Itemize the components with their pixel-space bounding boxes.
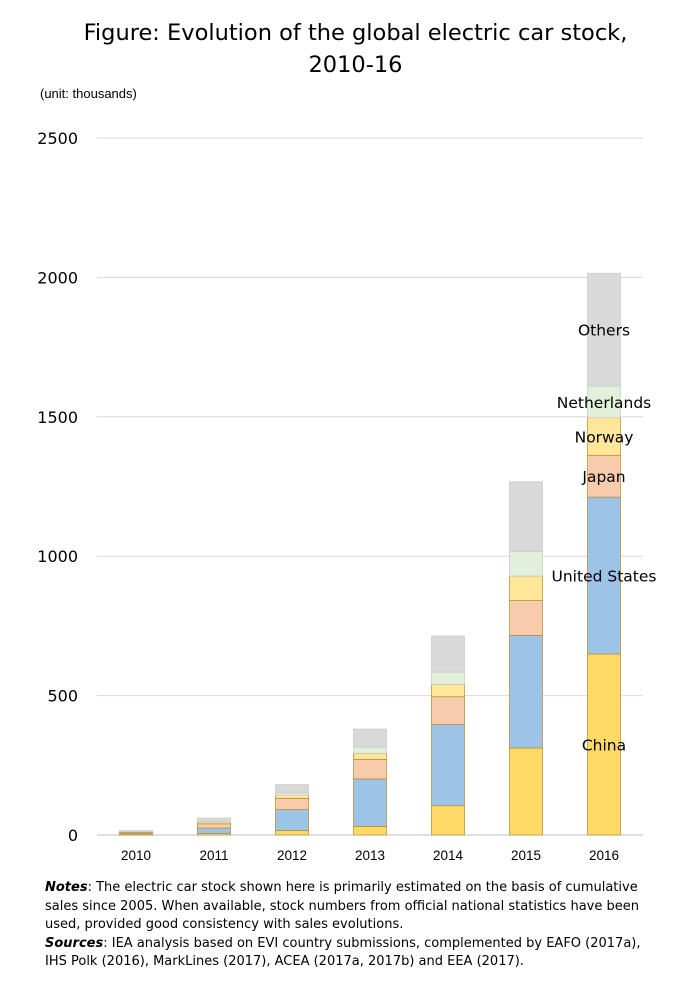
- notes-block: Notes: The electric car stock shown here…: [45, 879, 665, 972]
- bar-segment-others: [587, 272, 621, 387]
- y-tick-label: 2500: [37, 129, 78, 148]
- x-tick-label: 2010: [121, 848, 151, 863]
- bar-segment-norway: [353, 752, 387, 760]
- gridlines: [97, 137, 643, 836]
- x-tick-label: 2015: [511, 848, 541, 863]
- bar-segment-others: [197, 817, 231, 822]
- y-tick-label: 2000: [37, 268, 78, 287]
- bar-segment-united-states: [275, 809, 309, 831]
- bar-segment-japan: [587, 454, 621, 498]
- notes-text: : The electric car stock shown here is p…: [45, 880, 639, 932]
- notes-label: Notes: [45, 880, 88, 895]
- y-tick-label: 1500: [37, 408, 78, 427]
- bar-segment-china: [509, 747, 543, 836]
- bar-segment-others: [509, 481, 543, 552]
- x-tick-label: 2011: [199, 848, 228, 863]
- notes-paragraph: Notes: The electric car stock shown here…: [45, 879, 665, 935]
- bar-segment-japan: [197, 823, 231, 829]
- x-tick-label: 2016: [589, 848, 619, 863]
- bar-segment-norway: [509, 575, 543, 601]
- series-label-japan: Japan: [581, 468, 625, 486]
- series-label-others: Others: [578, 322, 630, 340]
- chart-title-line-2: 2010-16: [308, 52, 403, 78]
- bar-segment-japan: [275, 798, 309, 810]
- bar-segment-united-states: [197, 827, 231, 834]
- sources-paragraph: Sources: IEA analysis based on EVI count…: [45, 935, 665, 972]
- sources-label: Sources: [45, 935, 104, 951]
- bar-segment-others: [431, 635, 465, 673]
- y-tick-label: 500: [47, 687, 78, 706]
- bar-segment-netherlands: [431, 671, 465, 685]
- bar-segment-china: [275, 830, 309, 836]
- y-tick-label: 0: [68, 826, 78, 845]
- bar-segment-japan: [431, 696, 465, 725]
- bar-segment-united-states: [353, 778, 387, 827]
- bar-segment-united-states: [431, 724, 465, 807]
- sources-text: : IEA analysis based on EVI country subm…: [45, 935, 641, 970]
- bar-segment-others: [119, 830, 153, 833]
- y-axis-ticks: 0 500 1000 1500 2000 2500: [37, 129, 78, 845]
- bar-segment-japan: [353, 759, 387, 780]
- bar-segment-united-states: [587, 496, 621, 655]
- series-label-china: China: [582, 737, 626, 755]
- series-label-norway: Norway: [575, 428, 634, 446]
- x-tick-label: 2012: [277, 848, 307, 863]
- bar-segment-norway: [275, 794, 309, 799]
- series-labels: China United States Japan Norway Netherlands…: [552, 322, 657, 755]
- bar-segment-china: [587, 653, 621, 836]
- bar-segment-norway: [431, 684, 465, 698]
- bar-segment-japan: [509, 600, 543, 636]
- unit-note: (unit: thousands): [40, 86, 137, 101]
- bar-segment-norway: [587, 417, 621, 456]
- bar-segment-united-states: [509, 635, 543, 749]
- series-label-united-states: United States: [552, 568, 657, 586]
- chart-title-line-1: Figure: Evolution of the global electric…: [83, 20, 628, 46]
- bar-segment-china: [353, 826, 387, 836]
- y-tick-label: 1000: [37, 547, 78, 566]
- bar-segment-others: [353, 728, 387, 748]
- bar-segment-others: [275, 784, 309, 794]
- x-tick-label: 2014: [433, 848, 464, 863]
- bar-segment-netherlands: [587, 385, 621, 418]
- bars: [119, 272, 621, 836]
- x-tick-label: 2013: [355, 848, 385, 863]
- bar-segment-netherlands: [509, 551, 543, 577]
- bar-segment-china: [431, 805, 465, 836]
- bar-segment-netherlands: [353, 746, 387, 754]
- x-axis-ticks: 2010 2011 2012 2013 2014 2015 2016: [121, 848, 619, 863]
- series-label-netherlands: Netherlands: [557, 394, 651, 412]
